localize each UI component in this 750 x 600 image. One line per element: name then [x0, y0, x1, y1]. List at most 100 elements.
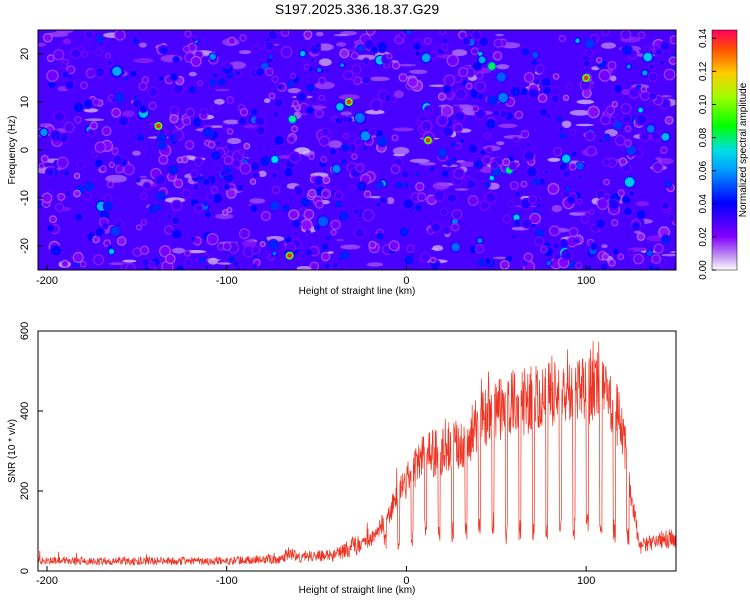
heatmap-blob-core	[616, 136, 625, 145]
heatmap-blob-core	[272, 173, 278, 178]
heatmap-blob-core	[239, 149, 244, 154]
heatmap-blob-core	[224, 156, 232, 164]
heatmap-blob-core	[612, 220, 618, 226]
heatmap-blob-core	[413, 42, 421, 51]
heatmap-texture	[355, 54, 377, 61]
heatmap-blob-core	[75, 117, 81, 123]
heatmap-blob-core	[340, 250, 350, 260]
heatmap-blob-core	[541, 77, 552, 88]
heatmap-blob-core	[144, 266, 149, 270]
heatmap-texture	[336, 42, 347, 47]
heatmap-blob-core	[472, 61, 482, 71]
heatmap-blob-core	[252, 246, 259, 254]
heatmap-blob-core	[114, 92, 125, 103]
heatmap-blob-core	[443, 39, 448, 43]
heatmap-blob-core	[415, 204, 422, 211]
heatmap-blob-core	[104, 240, 110, 246]
heatmap-texture	[133, 58, 154, 64]
heatmap-blob-core	[240, 163, 251, 174]
heatmap-blob-core	[664, 69, 675, 80]
heatmap-blob-core	[54, 112, 65, 122]
heatmap-blob-core	[156, 191, 166, 201]
heatmap-blob-core	[480, 150, 486, 156]
heatmap-blob-core	[444, 75, 455, 86]
heatmap-blob-core	[272, 251, 277, 256]
heatmap-blob-core	[172, 200, 182, 210]
snr-panel: -200 -100 0 100 0 200 400 600 Height of straig…	[7, 322, 677, 596]
heatmap-blob-core	[141, 246, 148, 254]
heatmap-blob-core	[399, 74, 407, 81]
heatmap-blob-core	[597, 58, 602, 63]
heatmap-blob-core	[387, 54, 392, 59]
heatmap-blob-core	[59, 133, 68, 142]
heatmap-blob-core	[274, 99, 283, 107]
heatmap-texture	[138, 42, 147, 48]
heatmap-blob-core	[143, 182, 151, 190]
heatmap-blob-core	[273, 112, 279, 118]
heatmap-blob-core	[354, 77, 361, 84]
heatmap-blob-core	[646, 124, 655, 133]
heatmap-blob-core	[596, 219, 606, 229]
heatmap-blob-core	[498, 92, 508, 103]
heatmap-blob-core	[500, 111, 507, 118]
heatmap-blob-core	[159, 155, 168, 164]
heatmap-blob-core	[403, 198, 414, 209]
snr-y-tick-label: 600	[19, 322, 31, 340]
snr-x-tick-label: 0	[403, 575, 409, 587]
heatmap-blob-core	[42, 156, 48, 162]
heatmap-blob-core	[167, 215, 172, 219]
heatmap-blob-core	[659, 259, 666, 265]
heatmap-blob-core	[496, 72, 506, 82]
heatmap-blob-core	[363, 210, 374, 221]
heatmap-blob-core	[61, 63, 67, 69]
heatmap-blob-core	[570, 130, 576, 135]
colorbar: 0.00 0.02 0.04 0.06 0.08 0.10 0.12 0.14 Normali…	[698, 28, 749, 280]
colorbar-ticks: 0.00 0.02 0.04 0.06 0.08 0.10 0.12 0.14	[698, 28, 716, 280]
colorbar-tick-label: 0.12	[698, 61, 709, 81]
heatmap-blob-core	[369, 128, 376, 135]
heatmap-blob-core	[587, 146, 596, 156]
heatmap-blob-core	[347, 117, 352, 122]
heatmap-blob-core	[369, 241, 376, 248]
heatmap-blob-core	[429, 166, 436, 173]
heatmap-blob-core	[653, 45, 658, 50]
heatmap-blob-core	[306, 106, 314, 114]
heatmap-blob-core	[115, 30, 125, 40]
heatmap-blob-core	[363, 58, 369, 65]
heatmap-blob-core	[274, 136, 284, 145]
heatmap-blob-core	[82, 51, 88, 57]
heatmap-blob-core	[559, 127, 564, 131]
heatmap-blob-core	[281, 183, 286, 189]
heatmap-texture	[395, 63, 417, 67]
heatmap-blob-core	[391, 165, 400, 173]
heatmap-blob-core	[466, 83, 472, 89]
heatmap-blob-core	[626, 145, 636, 155]
heatmap-blob-core	[541, 246, 547, 253]
heatmap-blob-core	[406, 30, 412, 35]
heatmap-blob-core	[191, 170, 198, 177]
heatmap-blob-core	[81, 82, 87, 89]
heatmap-blob-core	[227, 97, 233, 103]
heatmap-blob-core	[118, 116, 128, 127]
heatmap-blob-core	[629, 87, 639, 98]
heatmap-texture	[498, 123, 518, 128]
heatmap-texture	[575, 211, 593, 214]
heatmap-blob-core	[193, 184, 200, 191]
heatmap-blob-core	[321, 157, 326, 162]
heatmap-blob-core	[291, 219, 301, 229]
heatmap-blob-core	[417, 75, 422, 80]
heatmap-blob-core	[169, 134, 176, 141]
heatmap-texture	[340, 111, 353, 116]
heatmap-blob-core	[184, 46, 189, 52]
heatmap-blob-core	[462, 38, 470, 45]
heatmap-blob-core	[155, 204, 162, 211]
heatmap-texture	[366, 262, 384, 267]
heatmap-blob-core	[173, 84, 183, 95]
heatmap-blob-core	[268, 54, 273, 59]
heatmap-blob-core	[477, 238, 483, 244]
heatmap-blob-core	[442, 106, 453, 116]
heatmap-blob-core	[377, 42, 388, 53]
snr-background	[38, 331, 676, 571]
heatmap-texture	[392, 127, 414, 132]
heatmap-blob-core	[172, 216, 180, 224]
